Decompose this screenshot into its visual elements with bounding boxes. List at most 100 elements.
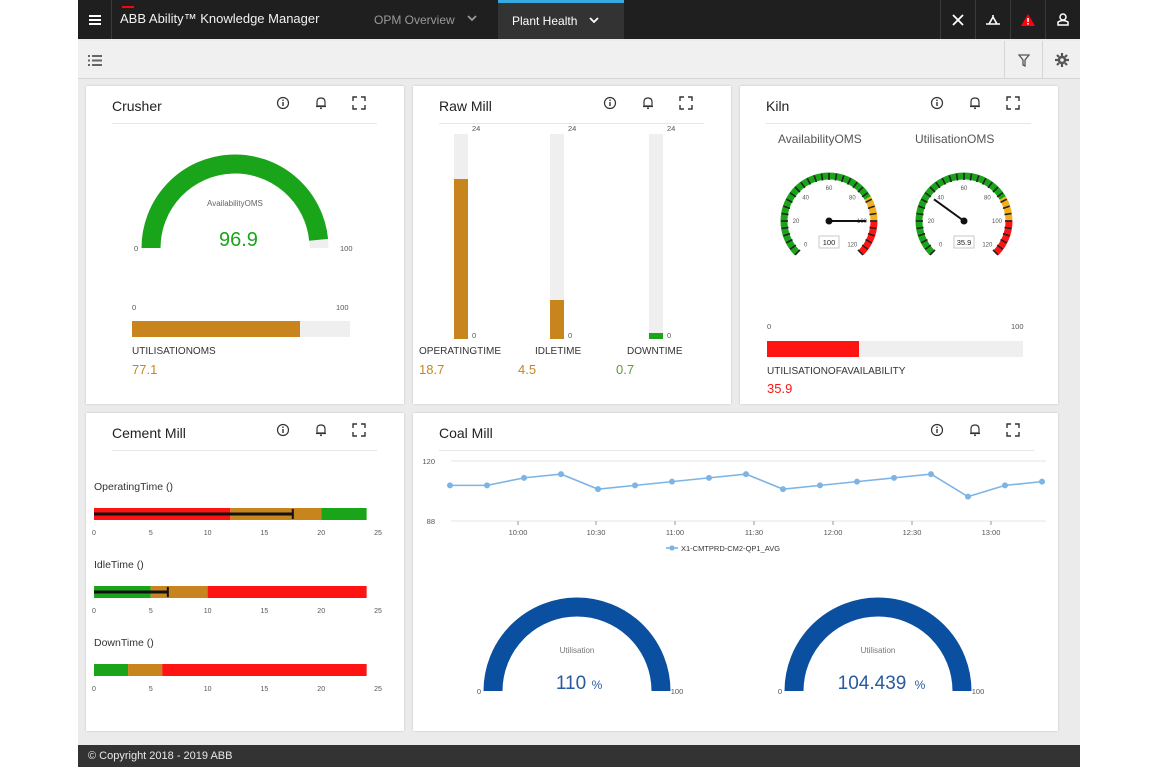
- dial-tick: [861, 244, 869, 250]
- coal-utilisation-gauges: Utilisation 110 % 0 100 Utilisation 104.439 % 0 1…: [477, 597, 984, 696]
- tool-button[interactable]: [975, 0, 1010, 39]
- top-bar-actions: [940, 0, 1080, 39]
- gauge-label: Utilisation: [560, 646, 595, 655]
- tab-plant-health[interactable]: Plant Health: [498, 0, 624, 39]
- dial-tick: [987, 181, 993, 189]
- card-kiln: Kiln AvailabilityOMS UtilisationOMS 0 20 4…: [740, 86, 1058, 404]
- bullet-tick-label: 10: [204, 530, 212, 537]
- raw-mill-bar-fill: [550, 300, 564, 339]
- raw-mill-bar-fill: [649, 332, 663, 339]
- dial-tick: [924, 244, 932, 250]
- gauge-unit: %: [592, 678, 603, 692]
- bullet-label: OperatingTime (): [94, 481, 173, 493]
- copyright-text: © Copyright 2018 - 2019 ABB: [88, 750, 233, 762]
- series-point: [743, 471, 749, 478]
- x-tick-label: 10:00: [509, 528, 528, 537]
- expand-icon[interactable]: [1006, 96, 1020, 110]
- bell-icon[interactable]: [314, 96, 328, 110]
- dial-tick: [948, 175, 953, 183]
- gauge-value: 110: [556, 673, 586, 694]
- dial-tick: [857, 249, 864, 256]
- bar-value: 0.7: [616, 362, 635, 377]
- dial-tick-label: 80: [849, 196, 856, 202]
- series-point: [817, 482, 823, 489]
- dial-tick: [969, 173, 973, 181]
- dial-tick-label: 40: [937, 196, 944, 202]
- info-icon[interactable]: [276, 423, 290, 437]
- info-icon[interactable]: [930, 423, 944, 437]
- dial-tick: [840, 175, 845, 183]
- dial-tick: [929, 186, 936, 193]
- dial-tick-label: 60: [826, 186, 833, 192]
- dial-value: 35.9: [957, 238, 972, 247]
- alert-button[interactable]: [1010, 0, 1045, 39]
- user-button[interactable]: [1045, 0, 1080, 39]
- dial-tick-label: 20: [928, 219, 935, 225]
- expand-icon[interactable]: [352, 96, 366, 110]
- info-icon[interactable]: [603, 96, 617, 110]
- series-point: [706, 474, 712, 481]
- hamburger-icon: [88, 14, 101, 25]
- gear-icon: [1054, 53, 1069, 67]
- bullet-tick-label: 0: [92, 530, 96, 537]
- dashboard-toolbar: [78, 41, 1080, 79]
- dial-tick: [785, 198, 793, 204]
- dial-tick: [820, 173, 824, 181]
- series-point: [521, 474, 527, 481]
- expand-icon[interactable]: [352, 423, 366, 437]
- dial-tick: [869, 226, 877, 230]
- dial-tick-label: 120: [847, 242, 858, 248]
- bell-icon[interactable]: [641, 96, 655, 110]
- x-tick-label: 12:00: [824, 528, 843, 537]
- card-actions: [276, 423, 366, 437]
- gauge-fill: [483, 597, 671, 692]
- user-icon: [1057, 13, 1069, 26]
- bullet-tick-label: 0: [92, 608, 96, 615]
- bullet-target: [291, 509, 294, 519]
- card-divider: [766, 123, 1031, 124]
- bullet-band: [128, 664, 163, 676]
- bar-max-label: 24: [667, 124, 676, 133]
- bar-zero-label: 0: [568, 331, 573, 340]
- expand-icon[interactable]: [679, 96, 693, 110]
- dial-tick: [785, 238, 793, 244]
- dial-tick: [865, 198, 873, 204]
- menu-button[interactable]: [78, 0, 112, 39]
- card-title: Cement Mill: [112, 425, 186, 441]
- filter-icon: [1017, 53, 1030, 67]
- bar-zero-label: 0: [472, 331, 477, 340]
- dial-tick: [920, 198, 928, 204]
- filter-button[interactable]: [1004, 41, 1042, 79]
- bell-icon[interactable]: [968, 96, 982, 110]
- bullet-label: IdleTime (): [94, 559, 144, 571]
- bullet-tick-label: 25: [374, 608, 382, 615]
- bullet-tick-label: 15: [261, 530, 269, 537]
- card-divider: [439, 123, 704, 124]
- dial-tick: [992, 186, 999, 193]
- dial-tick-label: 100: [992, 219, 1003, 225]
- bullet-tick-label: 5: [149, 686, 153, 693]
- dial-tick: [789, 192, 797, 198]
- kiln-dials: 02040608010012010002040608010012035.9: [780, 172, 1013, 256]
- settings-button[interactable]: [1042, 41, 1080, 79]
- bullet-tick-label: 5: [149, 530, 153, 537]
- bullet-tick-label: 25: [374, 686, 382, 693]
- bullet-tick-label: 15: [261, 686, 269, 693]
- gauge-unit: %: [915, 678, 926, 692]
- dial-needle: [933, 198, 965, 222]
- bell-icon[interactable]: [968, 423, 982, 437]
- legend-marker: [669, 545, 675, 551]
- info-icon[interactable]: [276, 96, 290, 110]
- x-tick-label: 12:30: [903, 528, 922, 537]
- dial-tick: [794, 249, 801, 256]
- info-icon[interactable]: [930, 96, 944, 110]
- bullet-band: [162, 664, 367, 676]
- dial-tick: [1002, 205, 1010, 210]
- bell-icon[interactable]: [314, 423, 328, 437]
- close-button[interactable]: [940, 0, 975, 39]
- tab-opm-overview[interactable]: OPM Overview: [374, 0, 477, 39]
- expand-icon[interactable]: [1006, 423, 1020, 437]
- list-view-button[interactable]: [88, 53, 102, 71]
- card-title: Raw Mill: [439, 98, 492, 114]
- dial-tick: [920, 238, 928, 244]
